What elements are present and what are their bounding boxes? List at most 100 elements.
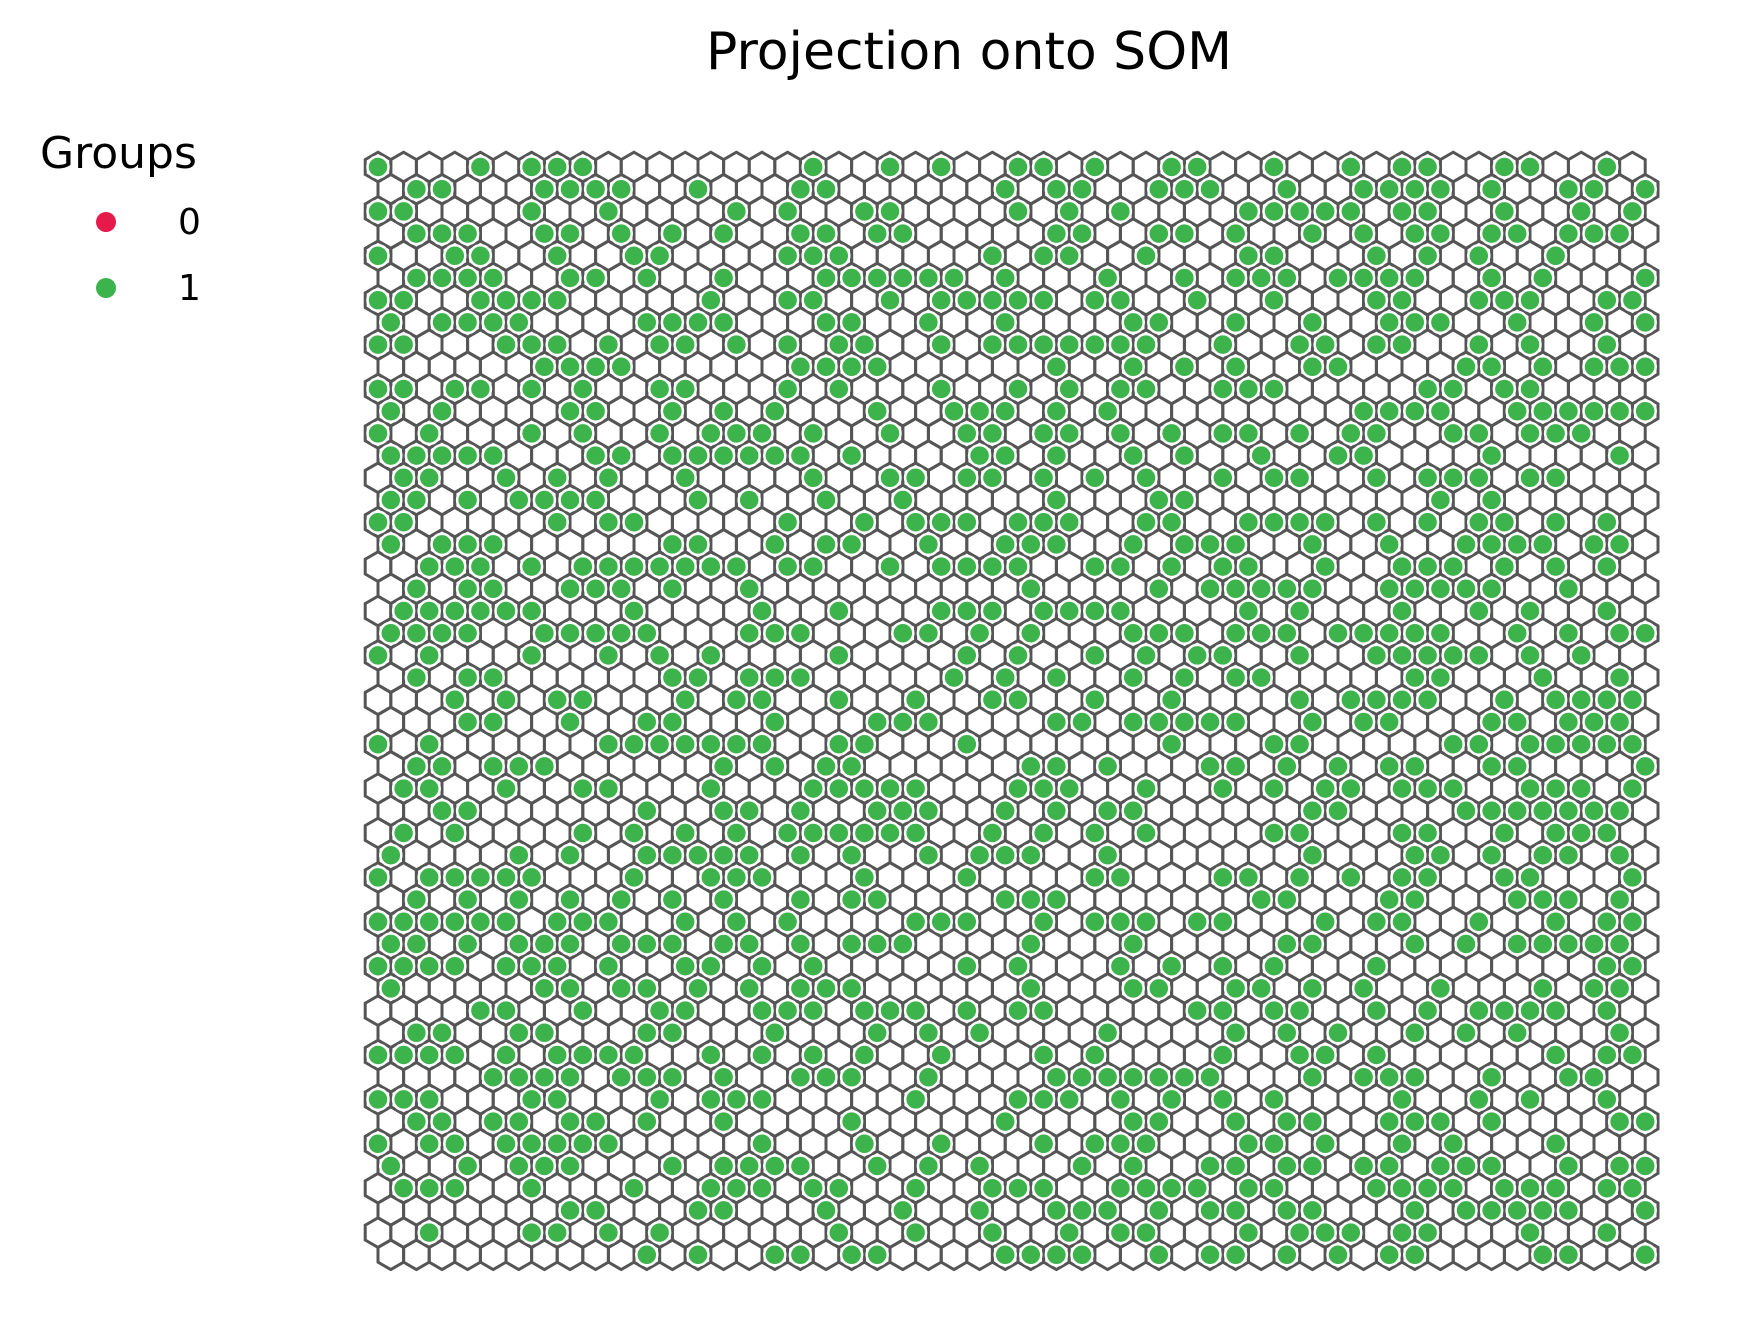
point-group-1	[1543, 998, 1568, 1023]
point-group-1	[558, 1065, 582, 1089]
point-group-1	[379, 621, 403, 645]
point-group-1	[1236, 865, 1261, 890]
point-group-1	[1236, 510, 1261, 534]
point-group-1	[1211, 1043, 1235, 1067]
point-group-1	[839, 754, 864, 779]
point-group-1	[801, 998, 825, 1023]
point-group-1	[494, 865, 518, 890]
point-group-1	[417, 466, 441, 490]
point-group-1	[558, 932, 582, 956]
point-group-1	[1134, 1176, 1158, 1200]
point-group-1	[1198, 177, 1222, 201]
point-group-1	[1211, 865, 1235, 890]
point-group-1	[827, 1220, 851, 1245]
point-group-1	[1236, 244, 1261, 268]
projected-points	[366, 155, 1657, 1267]
point-group-1	[967, 1021, 992, 1045]
point-group-1	[1095, 266, 1120, 290]
som-node-hex	[1630, 1238, 1660, 1272]
point-group-1	[1262, 466, 1286, 490]
point-group-1	[686, 843, 710, 867]
point-group-1	[1185, 1176, 1209, 1200]
point-group-1	[724, 554, 749, 579]
point-group-1	[839, 976, 864, 1001]
point-group-1	[1031, 821, 1056, 845]
legend-title: Groups	[40, 128, 197, 179]
point-group-1	[724, 1087, 749, 1112]
point-group-1	[1543, 1176, 1568, 1200]
point-group-1	[814, 177, 838, 201]
point-group-1	[519, 554, 544, 579]
point-group-1	[814, 310, 838, 335]
point-group-1	[558, 399, 582, 423]
point-group-1	[1185, 998, 1209, 1023]
point-group-1	[1415, 199, 1440, 224]
point-group-1	[788, 621, 813, 645]
point-group-1	[1019, 932, 1043, 956]
point-group-1	[1262, 155, 1286, 179]
point-group-1	[660, 710, 685, 734]
point-group-1	[788, 843, 813, 867]
point-group-1	[788, 1154, 813, 1178]
point-group-1	[1428, 310, 1453, 335]
point-group-1	[1505, 310, 1529, 335]
point-group-1	[686, 665, 710, 690]
point-group-1	[532, 932, 557, 956]
point-group-1	[635, 843, 659, 867]
point-group-1	[1147, 577, 1171, 601]
point-group-1	[1607, 355, 1632, 379]
point-group-1	[622, 244, 646, 268]
point-group-1	[1633, 1109, 1657, 1134]
point-group-1	[1492, 821, 1517, 845]
point-group-1	[1287, 643, 1312, 668]
point-group-1	[1441, 377, 1465, 401]
point-group-1	[1518, 643, 1542, 668]
point-group-1	[891, 799, 915, 823]
point-group-1	[1185, 288, 1209, 312]
point-group-1	[1377, 1243, 1401, 1267]
point-group-1	[622, 510, 646, 534]
point-group-1	[379, 488, 403, 512]
point-group-1	[1300, 221, 1325, 246]
point-group-1	[788, 1065, 813, 1089]
point-group-1	[1582, 799, 1606, 823]
point-group-1	[993, 1109, 1017, 1134]
point-group-1	[647, 554, 672, 579]
point-group-1	[1351, 177, 1376, 201]
point-group-1	[955, 865, 979, 890]
point-group-1	[1620, 1176, 1645, 1200]
point-group-1	[1467, 332, 1491, 357]
point-group-1	[1441, 554, 1465, 579]
point-group-1	[532, 1154, 557, 1178]
point-group-1	[1492, 998, 1517, 1023]
point-group-1	[1595, 599, 1619, 623]
point-group-1	[686, 310, 710, 335]
point-group-1	[1620, 1043, 1645, 1067]
point-group-1	[1467, 732, 1491, 756]
point-group-1	[1083, 554, 1107, 579]
point-group-1	[481, 443, 505, 468]
point-group-1	[430, 754, 454, 779]
som-node-hex	[581, 1238, 610, 1272]
point-group-1	[468, 865, 493, 890]
point-group-1	[404, 1109, 429, 1134]
point-group-1	[673, 821, 697, 845]
point-group-1	[1390, 332, 1414, 357]
point-group-1	[1390, 554, 1414, 579]
point-group-1	[635, 1109, 659, 1134]
point-group-1	[750, 421, 774, 446]
point-group-1	[1262, 1176, 1286, 1200]
point-group-1	[1326, 443, 1350, 468]
point-group-1	[801, 466, 825, 490]
point-group-1	[1582, 932, 1606, 956]
som-node-hex	[1579, 1238, 1609, 1272]
point-group-1	[1543, 821, 1568, 845]
point-group-1	[1595, 1043, 1619, 1067]
point-group-1	[455, 310, 480, 335]
point-group-1	[647, 998, 672, 1023]
point-group-1	[481, 266, 505, 290]
point-group-1	[1057, 244, 1081, 268]
point-group-1	[532, 754, 557, 779]
point-group-1	[1467, 421, 1491, 446]
point-group-1	[1019, 843, 1043, 867]
